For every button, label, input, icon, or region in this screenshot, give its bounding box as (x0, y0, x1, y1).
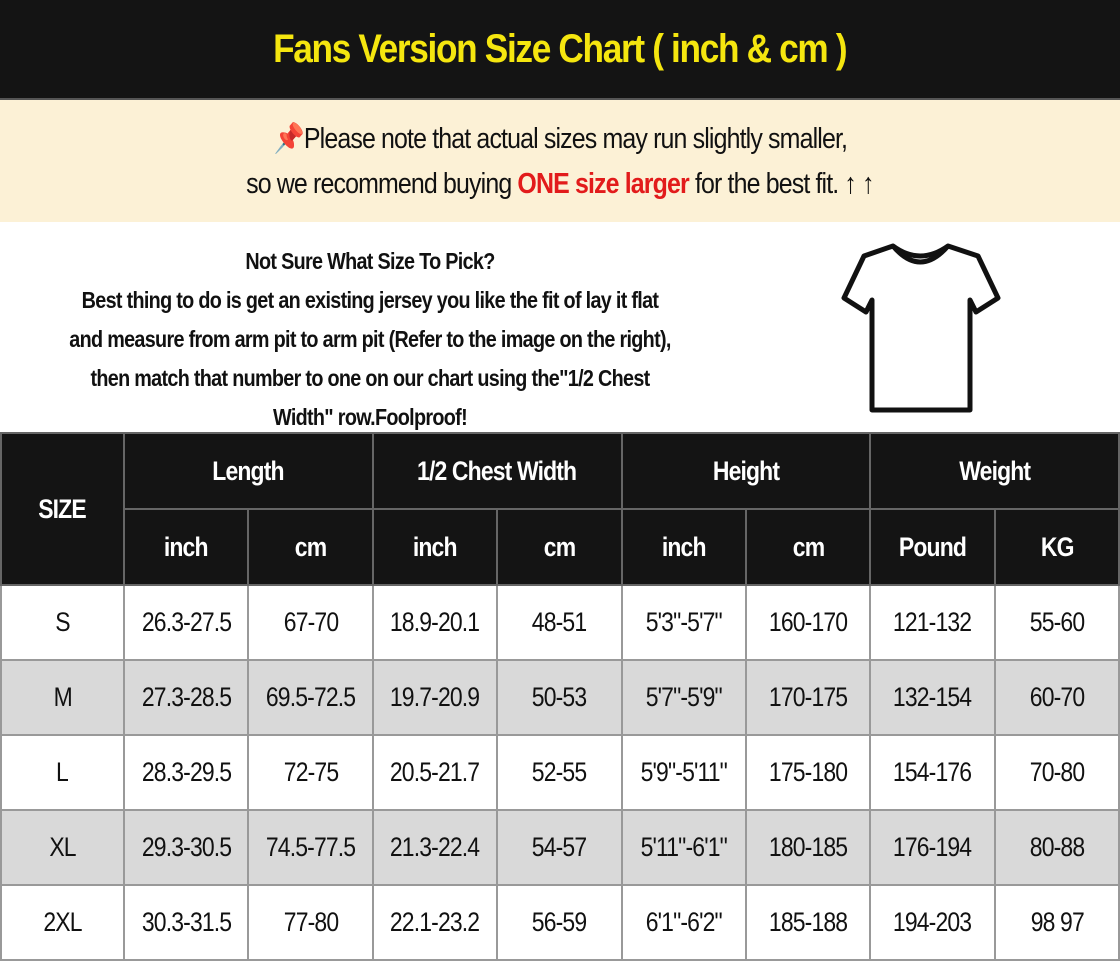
title-bar: Fans Version Size Chart ( inch & cm ) (0, 0, 1120, 100)
unit-header: cm (744, 508, 872, 586)
table-cell: 98 97 (993, 884, 1120, 961)
size-cell: 2XL (0, 884, 125, 961)
table-cell: 28.3-29.5 (122, 734, 250, 811)
table-cell: 5'11"-6'1" (620, 809, 747, 886)
instruction-line: Width" row.Foolproof! (273, 404, 468, 430)
unit-header: inch (371, 508, 499, 586)
table-cell: 180-185 (744, 809, 872, 886)
table-cell: 185-188 (744, 884, 872, 961)
table-cell: 72-75 (247, 734, 374, 811)
table-cell: 6'1"-6'2" (620, 884, 747, 961)
table-cell: 55-60 (993, 584, 1120, 661)
table-cell: 176-194 (869, 809, 996, 886)
table-cell: 154-176 (869, 734, 996, 811)
instruction-line: Not Sure What Size To Pick? (245, 248, 495, 274)
size-table: SIZE Length 1/2 Chest Width Height Weight in… (0, 432, 1120, 961)
table-cell: 69.5-72.5 (247, 659, 374, 736)
instruction-line: Best thing to do is get an existing jers… (81, 287, 659, 313)
unit-header: Pound (869, 508, 996, 586)
table-cell: 56-59 (496, 884, 623, 961)
table-cell: 48-51 (496, 584, 623, 661)
table-cell: 5'3"-5'7" (620, 584, 747, 661)
table-row: S 26.3-27.5 67-70 18.9-20.1 48-51 5'3"-5'7" 16… (0, 584, 1120, 661)
table-cell: 67-70 (247, 584, 374, 661)
table-cell: 70-80 (993, 734, 1120, 811)
size-header: SIZE (0, 432, 125, 586)
t-shirt-icon (841, 243, 1001, 413)
table-cell: 5'7"-5'9" (620, 659, 747, 736)
table-cell: 121-132 (869, 584, 996, 661)
unit-header: cm (247, 508, 374, 586)
table-cell: 52-55 (496, 734, 623, 811)
table-cell: 30.3-31.5 (122, 884, 250, 961)
instruction-line: and measure from arm pit to arm pit (Ref… (69, 326, 671, 352)
size-cell: XL (0, 809, 125, 886)
table-cell: 18.9-20.1 (371, 584, 499, 661)
size-cell: L (0, 734, 125, 811)
table-cell: 60-70 (993, 659, 1120, 736)
table-row: XL 29.3-30.5 74.5-77.5 21.3-22.4 54-57 5'11"-… (0, 809, 1120, 886)
table-cell: 26.3-27.5 (122, 584, 250, 661)
table-cell: 29.3-30.5 (122, 809, 250, 886)
table-row: M 27.3-28.5 69.5-72.5 19.7-20.9 50-53 5'7"-5'… (0, 659, 1120, 736)
page-title: Fans Version Size Chart ( inch & cm ) (273, 26, 848, 71)
highlight-text: ONE size larger (517, 167, 690, 200)
unit-header: inch (122, 508, 250, 586)
instruction-line: then match that number to one on our cha… (90, 365, 650, 391)
table-row: 2XL 30.3-31.5 77-80 22.1-23.2 56-59 6'1"-6'2"… (0, 884, 1120, 961)
note-line-1: 📌Please note that actual sizes may run s… (273, 122, 847, 155)
table-cell: 175-180 (744, 734, 872, 811)
table-cell: 77-80 (247, 884, 374, 961)
table-cell: 27.3-28.5 (122, 659, 250, 736)
unit-header: inch (620, 508, 747, 586)
table-cell: 20.5-21.7 (371, 734, 499, 811)
group-header: Length (123, 432, 374, 510)
size-cell: S (0, 584, 125, 661)
group-header: 1/2 Chest Width (371, 432, 623, 510)
pushpin-icon: 📌 (273, 122, 304, 155)
table-cell: 5'9"-5'11" (620, 734, 747, 811)
table-cell: 132-154 (869, 659, 996, 736)
table-cell: 74.5-77.5 (247, 809, 374, 886)
size-note: 📌Please note that actual sizes may run s… (0, 100, 1120, 222)
table-cell: 50-53 (496, 659, 623, 736)
table-cell: 160-170 (744, 584, 872, 661)
unit-header: cm (496, 508, 623, 586)
group-header: Weight (869, 432, 1120, 510)
table-cell: 21.3-22.4 (371, 809, 499, 886)
size-cell: M (0, 659, 125, 736)
table-cell: 80-88 (993, 809, 1120, 886)
note-line-2: so we recommend buying ONE size larger f… (246, 167, 874, 200)
table-cell: 22.1-23.2 (371, 884, 499, 961)
unit-header: KG (993, 508, 1120, 586)
table-cell: 170-175 (744, 659, 872, 736)
table-cell: 54-57 (496, 809, 623, 886)
table-row: L 28.3-29.5 72-75 20.5-21.7 52-55 5'9"-5'11" 1… (0, 734, 1120, 811)
table-cell: 194-203 (869, 884, 996, 961)
group-header: Height (620, 432, 872, 510)
table-cell: 19.7-20.9 (371, 659, 499, 736)
